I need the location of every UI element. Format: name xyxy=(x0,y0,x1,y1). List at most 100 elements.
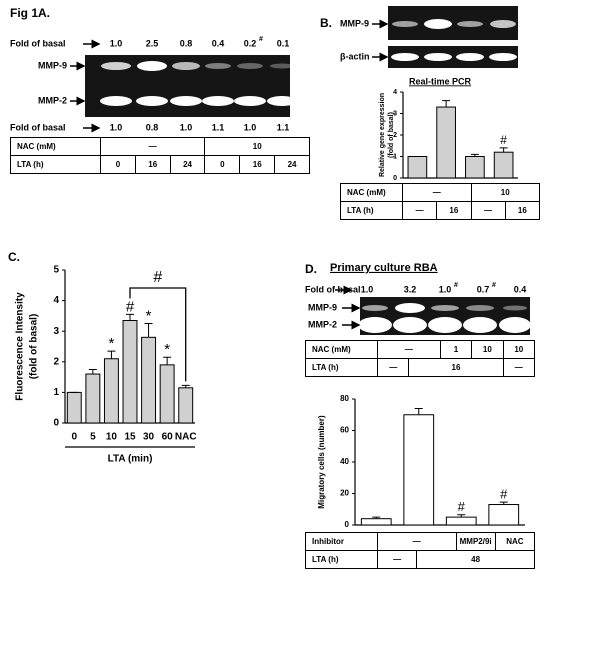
y-tick-label: 2 xyxy=(53,356,59,367)
fold-value: 0.8 xyxy=(146,122,159,132)
bar xyxy=(159,364,175,424)
y-axis-label: Migratory cells (number) xyxy=(317,415,326,509)
cell: — xyxy=(377,532,457,551)
cell: 24 xyxy=(169,155,206,174)
y-tick-label: 0 xyxy=(53,418,59,429)
cell: — xyxy=(401,201,438,220)
fold-value: 1.0 xyxy=(244,122,257,132)
bar xyxy=(407,156,428,179)
cell: 48 xyxy=(416,550,535,569)
cell: 16 xyxy=(408,358,504,377)
fold-superscript: # xyxy=(492,282,496,289)
row-label: Inhibitor xyxy=(305,532,378,551)
y-axis-label: (fold of basal) xyxy=(29,314,40,380)
cell: — xyxy=(377,340,441,359)
gel xyxy=(388,46,518,68)
error-bar xyxy=(414,407,423,415)
y-axis-label: Fluorescence Intensity xyxy=(15,292,26,401)
bar xyxy=(66,391,82,424)
bar xyxy=(122,319,138,424)
error-bar xyxy=(442,100,451,108)
panel-label: B. xyxy=(320,16,332,30)
fold-value: 1.0 xyxy=(180,122,193,132)
significance-marker: # xyxy=(500,133,507,147)
band-label: β-actin xyxy=(340,51,370,61)
y-tick-label: 4 xyxy=(393,89,397,96)
row-label: NAC (mM) xyxy=(340,183,403,202)
fold-value: 0.4 xyxy=(212,38,225,48)
table: NAC (mM) — 1 10 10 LTA (h) — 16 — xyxy=(305,340,536,377)
x-tick-label: 5 xyxy=(90,432,96,443)
y-tick-label: 60 xyxy=(340,426,349,435)
cell: 16 xyxy=(504,201,541,220)
error-bar xyxy=(457,514,466,518)
cell: 16 xyxy=(436,201,472,220)
y-tick-label: 1 xyxy=(53,387,59,398)
bar xyxy=(465,156,485,179)
error-bar xyxy=(181,384,190,388)
y-tick-label: 2 xyxy=(393,132,397,139)
cell: 0 xyxy=(204,155,241,174)
band-label: MMP-2 xyxy=(308,319,337,329)
error-bar xyxy=(470,153,479,157)
row-label: LTA (h) xyxy=(10,155,101,174)
x-axis-label: LTA (min) xyxy=(108,454,153,465)
fold-label: Fold of basal xyxy=(305,284,361,294)
cell: 24 xyxy=(274,155,310,174)
significance-marker: # xyxy=(458,499,466,514)
y-axis-label: (fold of basal) xyxy=(388,112,395,158)
significance-marker: * xyxy=(146,308,152,325)
x-tick-label: 0 xyxy=(72,432,78,443)
x-tick-label: 10 xyxy=(106,432,118,443)
fold-label: Fold of basal xyxy=(10,38,66,48)
bracket xyxy=(129,287,187,382)
error-bar xyxy=(107,350,116,359)
bar xyxy=(141,336,157,424)
fold-value: 1.1 xyxy=(212,122,225,132)
gel-bands xyxy=(391,19,517,61)
gel-bands xyxy=(358,303,531,333)
bracket-label: # xyxy=(153,269,162,286)
table: Inhibitor — MMP2/9i NAC LTA (h) — 48 xyxy=(305,532,536,569)
cell: — xyxy=(376,550,418,569)
fold-value: 0.2 xyxy=(244,38,257,48)
cell: — xyxy=(502,358,536,377)
x-tick-label: 15 xyxy=(124,432,136,443)
y-tick-label: 3 xyxy=(393,110,397,117)
fold-value: 3.2 xyxy=(404,284,417,294)
row-label: LTA (h) xyxy=(340,201,403,220)
fold-value: 0.8 xyxy=(180,38,193,48)
y-tick-label: 4 xyxy=(53,295,59,306)
bar xyxy=(493,151,514,179)
error-bar xyxy=(144,323,153,338)
fold-value: 1.0 xyxy=(439,284,452,294)
y-tick-label: 0 xyxy=(345,520,350,529)
bar xyxy=(178,387,194,424)
error-bar xyxy=(163,356,172,365)
table: NAC (mM) — 10 LTA (h) 0 16 24 0 16 24 xyxy=(10,137,310,174)
bar xyxy=(436,106,456,179)
error-bar xyxy=(372,516,381,519)
y-tick-label: 5 xyxy=(53,265,59,276)
cell: 10 xyxy=(204,137,310,156)
significance-marker: # xyxy=(126,298,135,315)
row-label: LTA (h) xyxy=(305,358,378,377)
x-tick-label: 60 xyxy=(162,432,174,443)
table: NAC (mM) — 10 LTA (h) — 16 — 16 xyxy=(340,183,541,220)
cell: 1 xyxy=(439,340,473,359)
y-tick-label: 3 xyxy=(53,326,59,337)
fold-value: 0.7 xyxy=(477,284,490,294)
bar xyxy=(85,373,101,424)
error-bar xyxy=(499,147,508,153)
fold-value: 1.0 xyxy=(110,122,123,132)
cell: — xyxy=(470,201,506,220)
y-tick-label: 20 xyxy=(340,489,349,498)
fold-label: Fold of basal xyxy=(10,122,66,132)
fold-superscript: # xyxy=(259,36,263,43)
cell: 10 xyxy=(502,340,536,359)
panel-label: D. xyxy=(305,262,317,276)
cell: MMP2/9i xyxy=(455,532,496,551)
band-label: MMP-9 xyxy=(38,60,67,70)
